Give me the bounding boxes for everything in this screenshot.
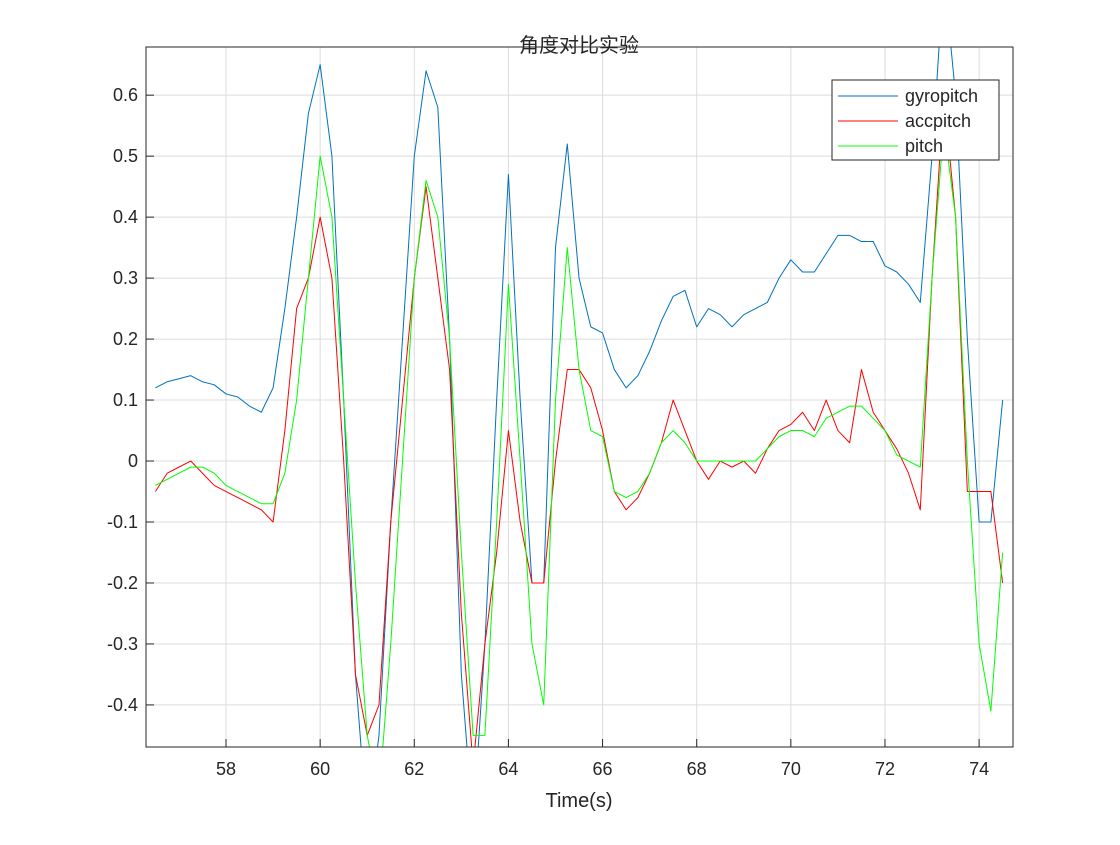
x-tick-label: 62 [404, 759, 424, 779]
series-line [155, 47, 1004, 747]
y-tick-label: -0.2 [107, 573, 138, 593]
legend-box [831, 79, 1000, 161]
x-tick-label: 66 [593, 759, 613, 779]
lines [154, 47, 1004, 747]
legend-label: gyropitch [905, 86, 978, 106]
legend-label: accpitch [905, 111, 971, 131]
y-tick-label: -0.3 [107, 634, 138, 654]
x-tick-label: 74 [969, 759, 989, 779]
y-tick-label: 0.5 [113, 146, 138, 166]
x-tick-label: 64 [498, 759, 518, 779]
x-tick-label: 70 [781, 759, 801, 779]
x-tick-label: 68 [687, 759, 707, 779]
y-tick-label: 0 [128, 451, 138, 471]
y-tick-label: -0.1 [107, 512, 138, 532]
legend: gyropitch accpitch pitch [831, 79, 1000, 161]
y-tick-label: 0.6 [113, 85, 138, 105]
x-tick-label: 72 [875, 759, 895, 779]
axes-box [145, 46, 1014, 748]
x-axis-label: Time(s) [545, 790, 612, 812]
y-tick-label: 0.2 [113, 329, 138, 349]
y-tick-label: 0.4 [113, 207, 138, 227]
x-tick-label: 58 [216, 759, 236, 779]
y-tick-label: -0.4 [107, 695, 138, 715]
chart-title: 角度对比实验 [519, 34, 639, 57]
y-tick-label: 0.1 [113, 390, 138, 410]
series-line [155, 125, 1004, 747]
legend-label: pitch [905, 136, 943, 156]
y-tick-label: 0.3 [113, 268, 138, 288]
x-tick-label: 60 [310, 759, 330, 779]
